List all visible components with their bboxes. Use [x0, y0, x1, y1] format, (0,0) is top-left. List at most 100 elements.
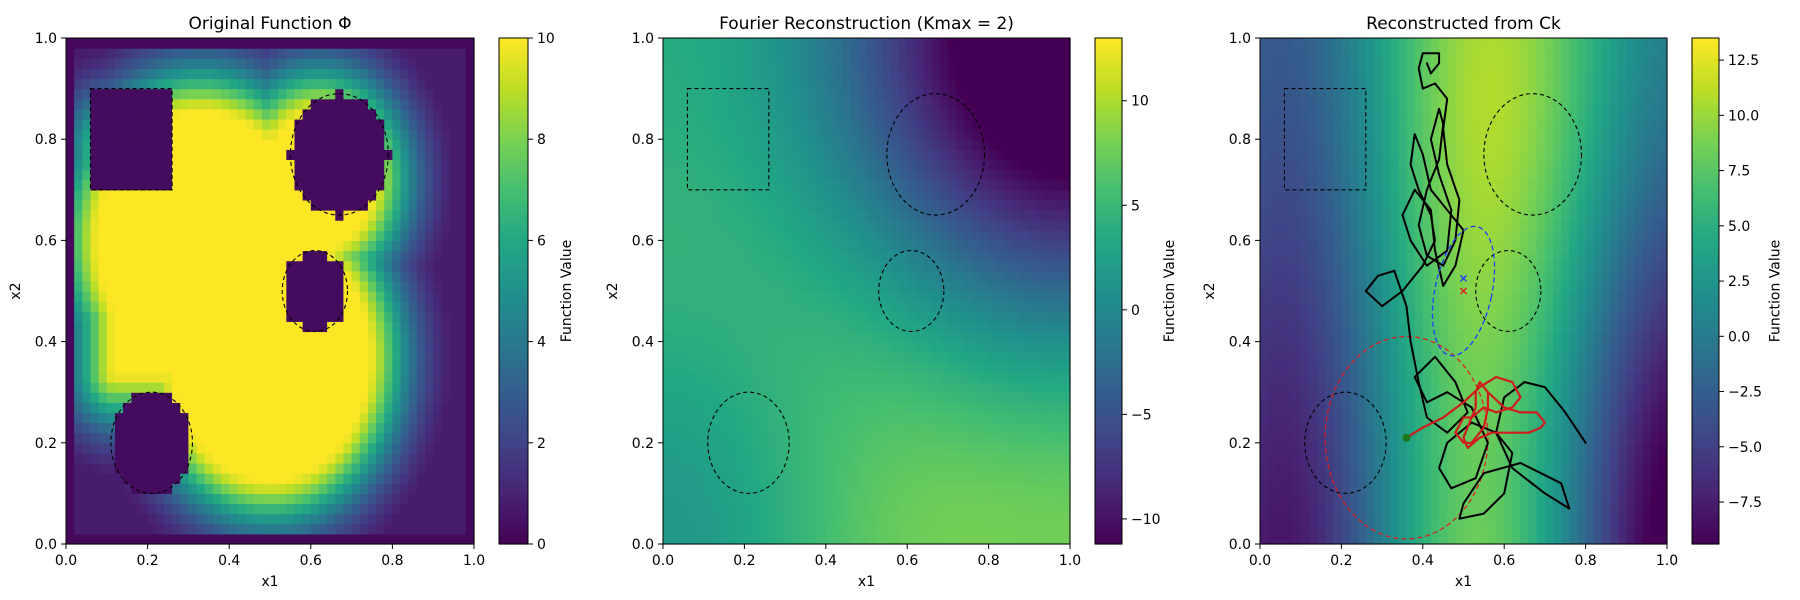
- heatmap-cell: [66, 88, 75, 100]
- heatmap-cell: [964, 503, 973, 515]
- heatmap-cell: [890, 189, 900, 201]
- heatmap-cell: [449, 422, 459, 434]
- heatmap-cell: [703, 199, 713, 211]
- heatmap-cell: [728, 260, 737, 272]
- heatmap-cell: [376, 260, 385, 272]
- heatmap-cell: [139, 38, 149, 49]
- heatmap-cell: [671, 493, 680, 505]
- heatmap-cell: [188, 341, 198, 353]
- heatmap-cell: [768, 270, 778, 282]
- heatmap-cell: [465, 48, 475, 59]
- heatmap-cell: [131, 220, 141, 231]
- heatmap-cell: [82, 432, 92, 444]
- heatmap-cell: [196, 108, 206, 120]
- heatmap-cell: [131, 149, 141, 161]
- heatmap-cell: [318, 270, 328, 282]
- heatmap-cell: [384, 48, 393, 59]
- heatmap-cell: [221, 38, 230, 49]
- heatmap-cell: [335, 432, 345, 444]
- heatmap-cell: [131, 280, 141, 292]
- heatmap-cell: [286, 321, 296, 333]
- heatmap-cell: [671, 452, 680, 464]
- heatmap-cell: [212, 331, 222, 343]
- heatmap-cell: [359, 118, 369, 130]
- heatmap-cell: [270, 452, 279, 464]
- heatmap-cell: [425, 513, 434, 525]
- heatmap-cell: [687, 210, 697, 221]
- heatmap-cell: [253, 442, 263, 454]
- heatmap-cell: [809, 88, 819, 100]
- heatmap-cell: [66, 493, 75, 505]
- heatmap-cell: [212, 149, 222, 161]
- heatmap-cell: [147, 280, 157, 292]
- heatmap-cell: [123, 301, 132, 312]
- heatmap-cell: [825, 260, 835, 272]
- heatmap-cell: [711, 98, 721, 110]
- heatmap-cell: [915, 452, 925, 464]
- heatmap-cell: [221, 129, 230, 140]
- heatmap-cell: [335, 118, 345, 130]
- heatmap-cell: [719, 392, 729, 403]
- heatmap-cell: [1013, 331, 1022, 343]
- heatmap-cell: [66, 503, 75, 515]
- heatmap-cell: [335, 382, 345, 393]
- heatmap-cell: [1037, 432, 1047, 444]
- heatmap-cell: [817, 78, 827, 90]
- heatmap-cell: [817, 473, 827, 484]
- heatmap-cell: [433, 483, 442, 494]
- heatmap-cell: [695, 250, 705, 262]
- heatmap-cell: [351, 260, 361, 272]
- heatmap-cell: [408, 331, 418, 343]
- heatmap-cell: [899, 493, 908, 505]
- heatmap-cell: [286, 118, 296, 130]
- heatmap-cell: [947, 98, 957, 110]
- heatmap-cell: [1004, 98, 1014, 110]
- heatmap-cell: [776, 68, 786, 80]
- heatmap-cell: [237, 189, 247, 201]
- heatmap-cell: [760, 98, 770, 110]
- heatmap-cell: [972, 432, 982, 444]
- heatmap-cell: [964, 402, 973, 414]
- heatmap-cell: [66, 473, 75, 484]
- heatmap-cell: [882, 503, 892, 515]
- heatmap-cell: [212, 493, 222, 505]
- heatmap-cell: [367, 179, 377, 191]
- heatmap-cell: [221, 392, 230, 403]
- heatmap-cell: [1021, 210, 1030, 221]
- heatmap-cell: [294, 169, 304, 181]
- heatmap-cell: [114, 361, 124, 373]
- heatmap-cell: [90, 371, 100, 383]
- heatmap-cell: [139, 402, 149, 414]
- heatmap-cell: [384, 210, 393, 221]
- heatmap-cell: [776, 331, 786, 343]
- heatmap-cell: [441, 280, 451, 292]
- heatmap-cell: [858, 38, 868, 49]
- heatmap-cell: [939, 513, 949, 525]
- heatmap-cell: [988, 159, 998, 171]
- heatmap-cell: [278, 58, 287, 69]
- heatmap-cell: [931, 321, 941, 333]
- heatmap-cell: [163, 483, 173, 494]
- heatmap-cell: [793, 382, 802, 393]
- heatmap-cell: [163, 139, 173, 150]
- heatmap-cell: [923, 98, 933, 110]
- heatmap-cell: [988, 189, 998, 201]
- heatmap-cell: [931, 240, 941, 252]
- heatmap-cell: [204, 129, 214, 140]
- heatmap-cell: [245, 392, 255, 403]
- heatmap-cell: [359, 311, 369, 322]
- heatmap-cell: [465, 280, 475, 292]
- heatmap-cell: [106, 442, 116, 454]
- heatmap-cell: [147, 291, 157, 302]
- colorbar-segment: [499, 149, 528, 155]
- heatmap-cell: [123, 149, 132, 161]
- heatmap-cell: [163, 179, 173, 191]
- heatmap-cell: [923, 88, 933, 100]
- heatmap-cell: [433, 220, 442, 231]
- heatmap-cell: [82, 483, 92, 494]
- heatmap-cell: [441, 230, 451, 241]
- heatmap-cell: [253, 321, 263, 333]
- heatmap-cell: [106, 503, 116, 515]
- heatmap-cell: [261, 452, 271, 464]
- heatmap-cell: [703, 68, 713, 80]
